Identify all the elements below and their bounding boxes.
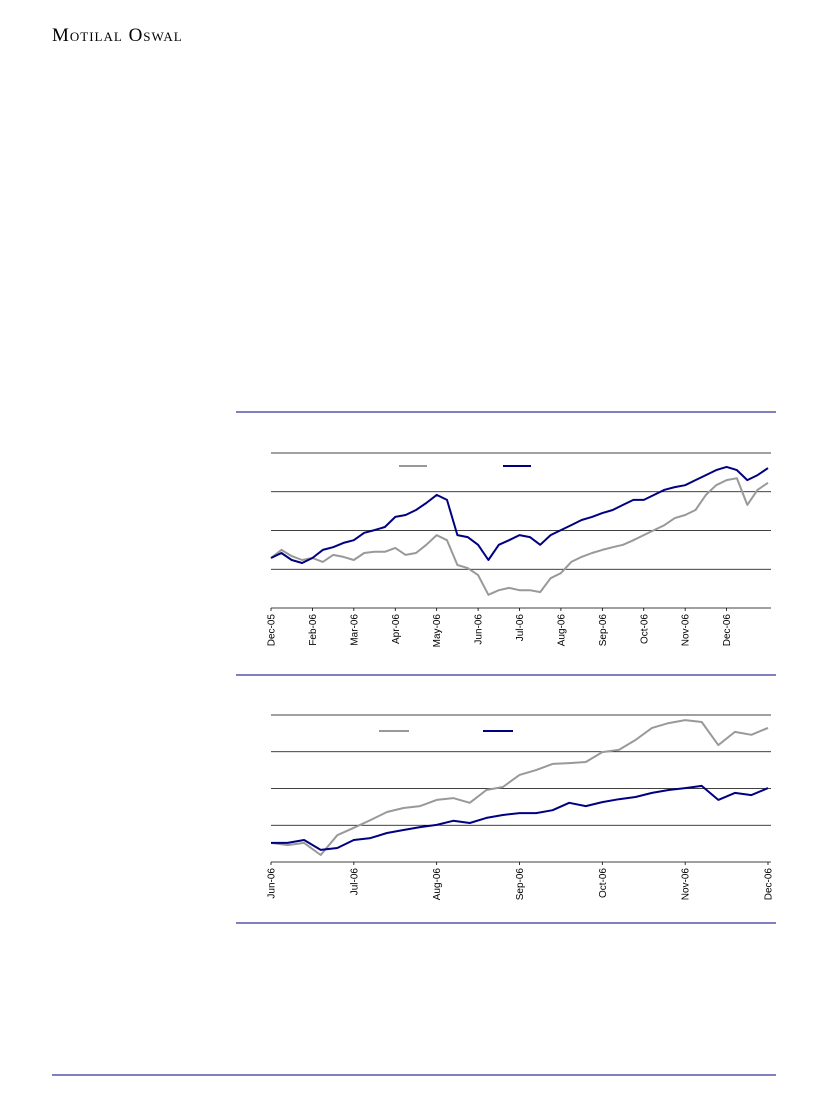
x-tick-label: Dec-05: [267, 614, 278, 647]
x-tick-label: Sep-06: [598, 614, 609, 647]
series-line: [270, 465, 769, 564]
x-tick-label: Aug-06: [556, 614, 567, 647]
x-tick-label: Oct-06: [598, 868, 609, 898]
x-tick-label: Apr-06: [391, 614, 402, 644]
logo: Motilal Oswal: [52, 25, 183, 46]
x-tick-label: Jul-06: [349, 868, 360, 896]
x-tick-label: Mar-06: [349, 614, 360, 646]
x-tick-label: Aug-06: [432, 868, 443, 901]
series-line: [270, 719, 769, 856]
x-tick-label: Jun-06: [267, 868, 278, 899]
x-tick-label: Feb-06: [308, 614, 319, 646]
series-line: [270, 477, 769, 596]
x-tick-label: Sep-06: [515, 868, 526, 901]
x-tick-label: Dec-06: [764, 868, 775, 901]
x-tick-label: Oct-06: [639, 614, 650, 644]
x-tick-label: May-06: [432, 614, 443, 648]
x-tick-label: Nov-06: [681, 868, 692, 901]
x-tick-label: Jul-06: [515, 614, 526, 642]
x-tick-label: Dec-06: [722, 614, 733, 647]
series-line: [271, 784, 769, 851]
x-tick-label: Nov-06: [681, 614, 692, 647]
x-tick-label: Jun-06: [474, 614, 485, 645]
